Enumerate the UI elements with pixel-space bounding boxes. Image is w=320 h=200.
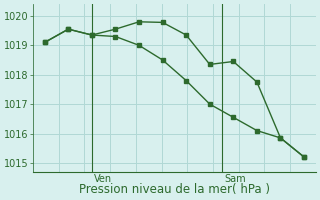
Text: Sam: Sam — [224, 174, 245, 184]
X-axis label: Pression niveau de la mer( hPa ): Pression niveau de la mer( hPa ) — [79, 183, 270, 196]
Text: Ven: Ven — [94, 174, 112, 184]
